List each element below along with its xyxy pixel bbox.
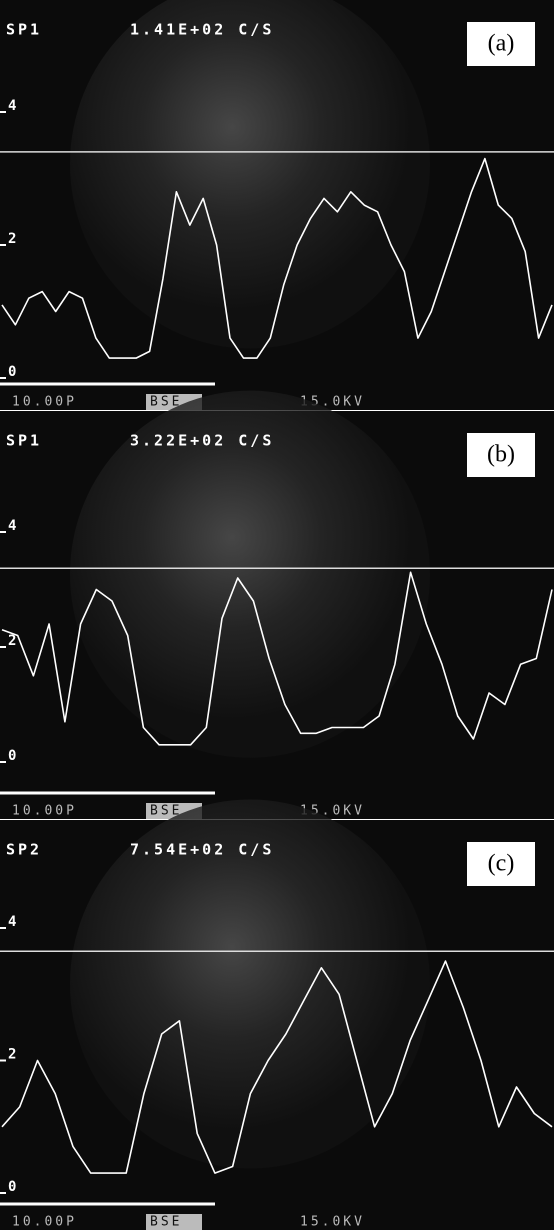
panel-label-box [467,842,535,886]
line-profile [1,157,553,359]
image-texture [70,390,430,758]
panel-label: (a) [488,31,515,57]
y-tick-label: 4 [8,98,16,114]
mode-label: BSE [150,395,182,410]
channel-label: SP1 [6,21,42,39]
count-rate: 3.22E+02 C/S [130,432,274,450]
y-tick-label: 2 [8,231,16,247]
image-texture [70,0,430,349]
panel-label-box [467,22,535,66]
channel-label: SP1 [6,432,42,450]
scale-label: 10.00P [12,395,77,410]
voltage-label: 15.0KV [300,1215,365,1230]
panel-label: (c) [488,851,515,877]
mode-box [146,1214,202,1230]
y-tick-label: 2 [8,633,16,649]
y-tick-label: 0 [8,1179,16,1195]
y-tick-label: 0 [8,364,16,380]
panel: SP2 7.54E+02 C/S (c) 0 2 4 10.00P BSE 15.0KV [0,799,554,1230]
scale-label: 10.00P [12,1215,77,1230]
y-tick-label: 4 [8,518,16,534]
mode-label: BSE [150,804,182,819]
mode-label: BSE [150,1215,182,1230]
count-rate: 1.41E+02 C/S [130,21,274,39]
scale-label: 10.00P [12,804,77,819]
line-profile [1,571,553,746]
channel-label: SP2 [6,841,42,859]
line-profile [1,960,553,1174]
y-tick-label: 2 [8,1047,16,1063]
count-rate: 7.54E+02 C/S [130,841,274,859]
y-tick-label: 0 [8,748,16,764]
image-texture [70,799,430,1169]
y-tick-label: 4 [8,914,16,930]
panel-label: (b) [487,442,515,468]
panel-label-box [467,433,535,477]
